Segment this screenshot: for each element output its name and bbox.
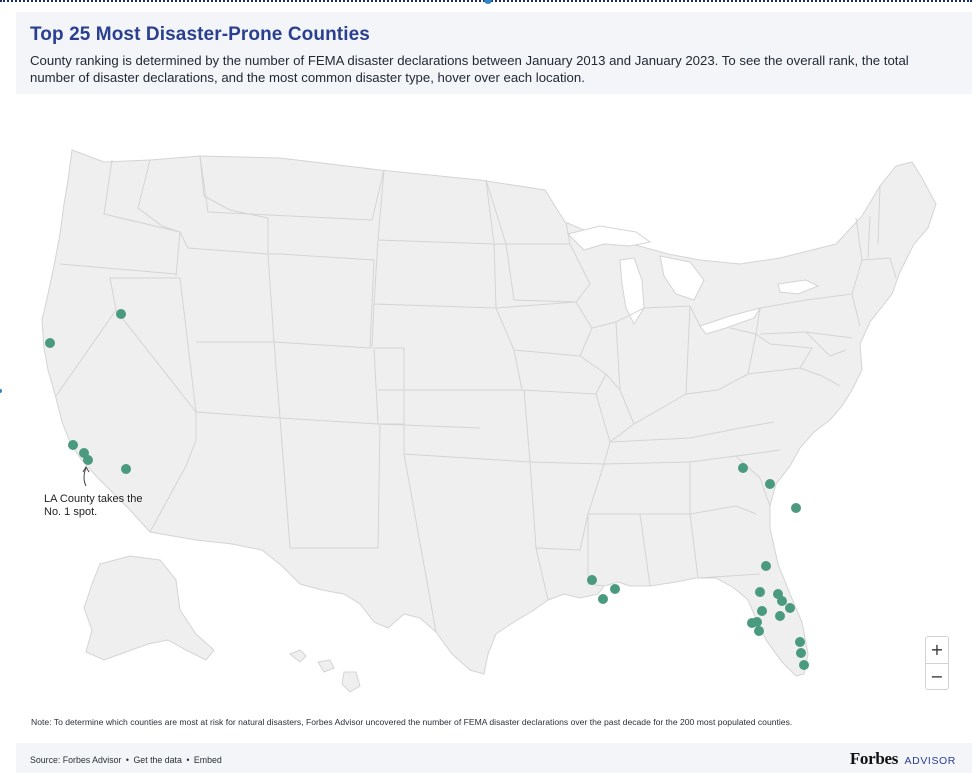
left-resize-handle[interactable] [0,389,2,393]
brand-name: Forbes [849,749,899,768]
map-land [41,149,937,693]
separator: • [125,755,129,765]
page-title: Top 25 Most Disaster-Prone Counties [30,24,370,45]
county-marker[interactable] [761,561,771,571]
source-line: Source: Forbes Advisor • Get the data • … [30,755,222,765]
county-marker[interactable] [795,637,805,647]
lake-erie [699,307,762,335]
zoom-in-button[interactable]: + [926,637,948,664]
separator: • [186,755,190,765]
county-marker[interactable] [777,596,787,606]
get-data-link[interactable]: Get the data [133,755,182,765]
la-county-annotation: LA County takes the No. 1 spot. [44,466,142,518]
top-resize-handle[interactable] [484,0,492,4]
county-marker[interactable] [775,611,785,621]
chart-header: Top 25 Most Disaster-Prone Counties Coun… [16,12,972,94]
county-marker[interactable] [796,648,806,658]
source-link[interactable]: Forbes Advisor [62,755,122,765]
county-markers[interactable] [45,309,809,670]
county-marker[interactable] [598,594,608,604]
forbes-advisor-logo: Forbes ADVISOR [850,749,956,769]
alaska-inset [83,555,215,661]
county-marker[interactable] [785,603,795,613]
embed-link[interactable]: Embed [193,755,222,765]
methodology-note: Note: To determine which counties are mo… [31,717,793,727]
county-marker[interactable] [738,463,748,473]
county-marker[interactable] [610,584,620,594]
county-marker[interactable] [765,479,775,489]
county-marker[interactable] [791,503,801,513]
zoom-control: + − [925,636,949,690]
county-marker[interactable] [68,440,78,450]
county-marker[interactable] [754,626,764,636]
county-marker[interactable] [757,606,767,616]
county-marker[interactable] [752,617,762,627]
zoom-out-button[interactable]: − [930,667,944,686]
county-marker[interactable] [799,660,809,670]
page-subtitle: County ranking is determined by the numb… [30,53,909,85]
county-marker[interactable] [116,309,126,319]
source-label: Source: [30,755,61,765]
county-marker[interactable] [45,338,55,348]
county-marker[interactable] [121,464,131,474]
lake-michigan [619,257,645,326]
lake-huron [659,255,705,301]
county-marker[interactable] [755,587,765,597]
lake-superior [567,225,652,251]
annotation-text-line1: LA County takes the [44,493,142,505]
footer: Source: Forbes Advisor • Get the data • … [16,743,972,773]
lake-ontario [777,279,820,295]
hawaii-inset [289,649,361,693]
annotation-text-line2: No. 1 spot. [44,506,97,518]
annotation-arrow-head [82,466,90,473]
state-borders [55,155,897,633]
county-marker[interactable] [587,575,597,585]
brand-sub: ADVISOR [904,755,956,767]
us-map[interactable]: LA County takes the No. 1 spot. [0,94,972,714]
county-marker-la-county[interactable] [83,455,93,465]
annotation-arrow-line [83,467,87,487]
